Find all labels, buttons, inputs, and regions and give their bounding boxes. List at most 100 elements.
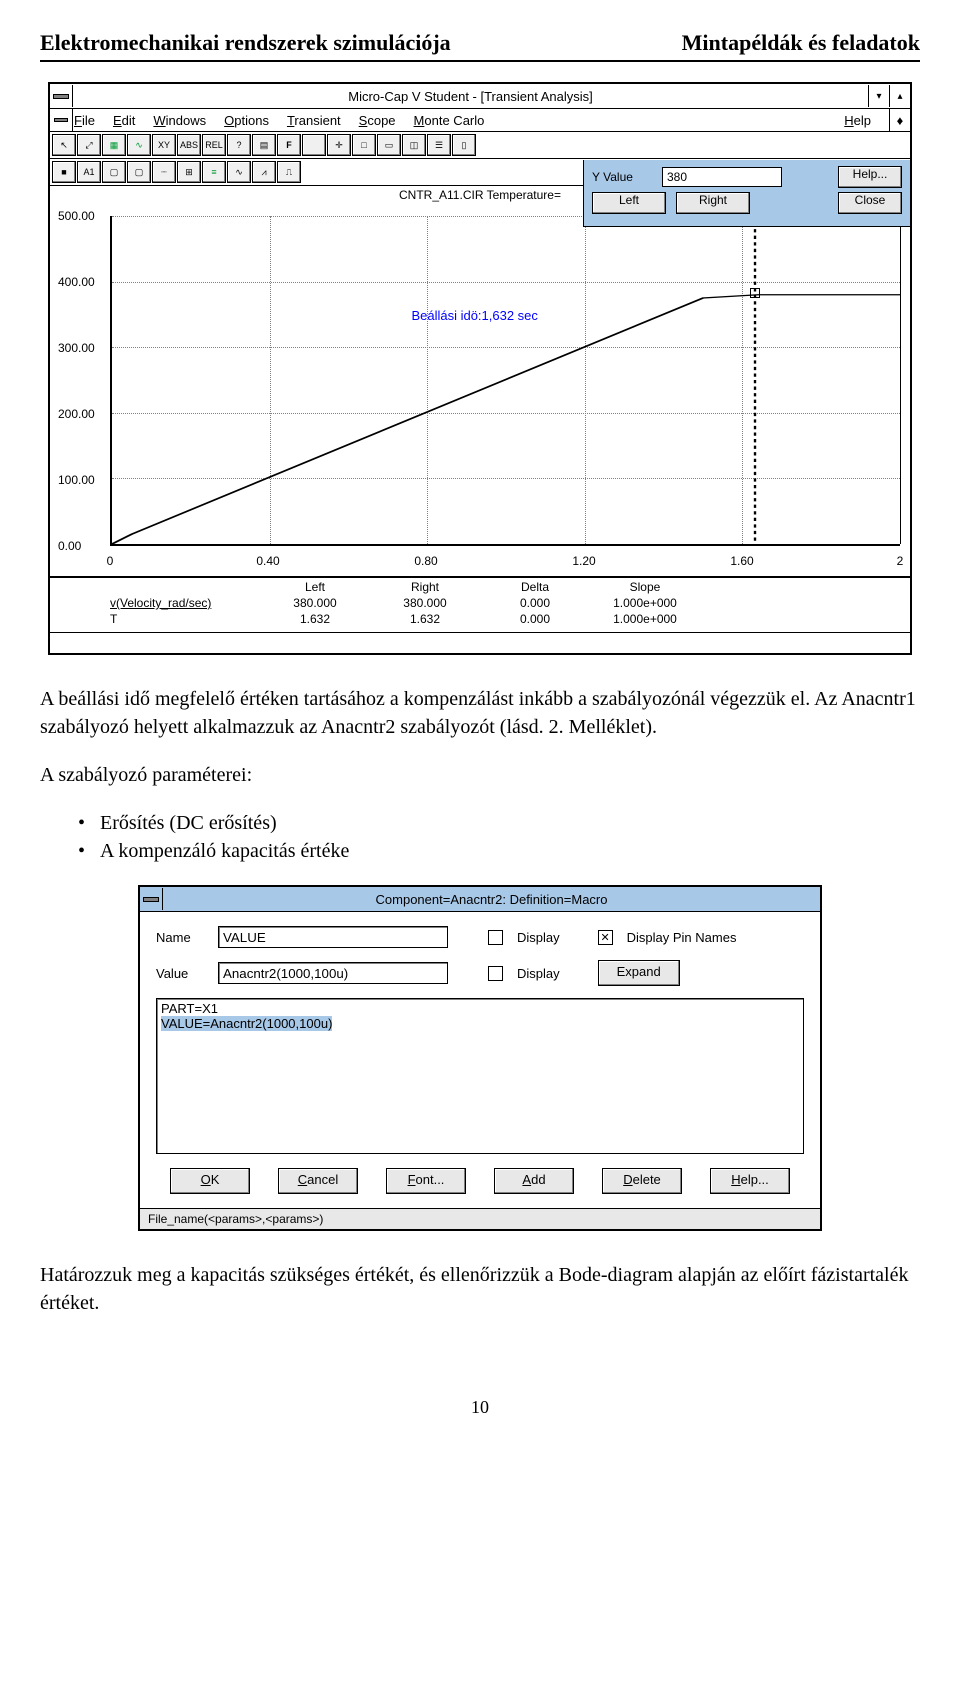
cursor-panel: Y Value Help... Left Right Close bbox=[583, 160, 910, 227]
x-tick-5: 2 bbox=[897, 554, 904, 568]
tool-stop-icon[interactable]: ■ bbox=[52, 161, 76, 183]
tool-wave-icon[interactable]: ∿ bbox=[127, 134, 151, 156]
yvalue-label: Y Value bbox=[592, 170, 652, 184]
name-input[interactable] bbox=[218, 926, 448, 948]
dialog-status-bar: File_name(<params>,<params>) bbox=[140, 1208, 820, 1229]
tool-blank1-icon[interactable] bbox=[302, 134, 326, 156]
display-checkbox-2[interactable] bbox=[488, 966, 503, 981]
tool-stack-icon[interactable]: ☰ bbox=[427, 134, 451, 156]
readout-empty bbox=[110, 580, 260, 594]
menu-options[interactable]: Options bbox=[224, 113, 269, 128]
tool-plot-icon[interactable]: ⊞ bbox=[177, 161, 201, 183]
paragraph-1: A beállási idő megfelelő értéken tartásá… bbox=[40, 685, 920, 741]
paragraph-2: A szabályozó paraméterei: bbox=[40, 761, 920, 789]
panel-close-button[interactable]: Close bbox=[838, 192, 902, 214]
dialog-title: Component=Anacntr2: Definition=Macro bbox=[163, 892, 820, 907]
page-header-right: Mintapéldák és feladatok bbox=[682, 30, 920, 56]
menu-file[interactable]: File bbox=[74, 113, 95, 128]
y-tick-0: 0.00 bbox=[58, 539, 81, 553]
parameter-list[interactable]: PART=X1 VALUE=Anacntr2(1000,100u) bbox=[156, 998, 804, 1154]
tool-f-icon[interactable]: F bbox=[277, 134, 301, 156]
readout-row2-right: 1.632 bbox=[370, 612, 480, 626]
paragraph-3: Határozzuk meg a kapacitás szükséges ért… bbox=[40, 1261, 920, 1317]
maximize-button[interactable]: ▴ bbox=[889, 85, 910, 107]
tool-abs-icon[interactable]: ABS bbox=[177, 134, 201, 156]
menu-edit[interactable]: Edit bbox=[113, 113, 135, 128]
tool-rect-icon[interactable]: □ bbox=[352, 134, 376, 156]
cursor-marker-icon bbox=[750, 288, 760, 298]
font-button[interactable]: Font... bbox=[386, 1168, 466, 1194]
tool-rel-icon[interactable]: REL bbox=[202, 134, 226, 156]
panel-help-button[interactable]: Help... bbox=[838, 166, 902, 188]
page-number: 10 bbox=[40, 1397, 920, 1418]
tool-overlay-icon[interactable]: ▭ bbox=[377, 134, 401, 156]
tool-bars-green-icon[interactable]: ≡ bbox=[202, 161, 226, 183]
tool-pointer-icon[interactable]: ↖ bbox=[52, 134, 76, 156]
page-header-left: Elektromechanikai rendszerek szimulációj… bbox=[40, 30, 451, 56]
tool-panel-icon[interactable]: ▯ bbox=[452, 134, 476, 156]
tool-ai-icon[interactable]: A1 bbox=[77, 161, 101, 183]
yvalue-input[interactable] bbox=[662, 167, 782, 187]
bullet-1: Erősítés (DC erősítés) bbox=[100, 809, 920, 837]
tool-split-icon[interactable]: ◫ bbox=[402, 134, 426, 156]
dialog-titlebar: Component=Anacntr2: Definition=Macro bbox=[140, 887, 820, 912]
readout-hd-delta: Delta bbox=[480, 580, 590, 594]
menu-scope[interactable]: Scope bbox=[359, 113, 396, 128]
tool-help-icon[interactable]: ? bbox=[227, 134, 251, 156]
x-tick-3: 1.20 bbox=[572, 554, 595, 568]
x-tick-1: 0.40 bbox=[256, 554, 279, 568]
tool-box2-icon[interactable]: ▢ bbox=[127, 161, 151, 183]
menu-bar: File Edit Windows Options Transient Scop… bbox=[50, 109, 910, 132]
tool-grid2-icon[interactable]: ▤ bbox=[252, 134, 276, 156]
display-checkbox-1[interactable] bbox=[488, 930, 503, 945]
tool-saw-icon[interactable]: ⩘ bbox=[252, 161, 276, 183]
transient-window: Micro-Cap V Student - [Transient Analysi… bbox=[48, 82, 912, 655]
tool-xy-icon[interactable]: XY bbox=[152, 134, 176, 156]
dialog-system-menu-icon[interactable] bbox=[140, 888, 163, 910]
x-tick-4: 1.60 bbox=[730, 554, 753, 568]
toolbar-row-1: ↖ ⤢ ▦ ∿ XY ABS REL ? ▤ F ✛ □ ▭ ◫ ☰ ▯ bbox=[50, 132, 910, 159]
display-pin-checkbox[interactable]: ✕ bbox=[598, 930, 613, 945]
readout-hd-slope: Slope bbox=[590, 580, 700, 594]
y-tick-300: 300.00 bbox=[58, 341, 95, 355]
value-input[interactable] bbox=[218, 962, 448, 984]
system-menu-icon[interactable] bbox=[50, 85, 73, 107]
add-button[interactable]: Add bbox=[494, 1168, 574, 1194]
tool-center-icon[interactable]: ✛ bbox=[327, 134, 351, 156]
tool-scale-icon[interactable]: ⤢ bbox=[77, 134, 101, 156]
dialog-help-button[interactable]: Help... bbox=[710, 1168, 790, 1194]
expand-button[interactable]: Expand bbox=[598, 960, 680, 986]
window-titlebar: Micro-Cap V Student - [Transient Analysi… bbox=[50, 84, 910, 109]
ok-button[interactable]: OK bbox=[170, 1168, 250, 1194]
menu-windows[interactable]: Windows bbox=[153, 113, 206, 128]
x-tick-2: 0.80 bbox=[414, 554, 437, 568]
tool-dash-icon[interactable]: ┈ bbox=[152, 161, 176, 183]
y-tick-400: 400.00 bbox=[58, 275, 95, 289]
doc-system-menu-icon[interactable] bbox=[50, 109, 73, 131]
panel-right-button[interactable]: Right bbox=[676, 192, 750, 214]
list-item-selected[interactable]: VALUE=Anacntr2(1000,100u) bbox=[161, 1016, 332, 1031]
readout-row2-label: T bbox=[110, 612, 260, 626]
x-tick-0: 0 bbox=[107, 554, 114, 568]
tool-pulse-icon[interactable]: ⎍ bbox=[277, 161, 301, 183]
delete-button[interactable]: Delete bbox=[602, 1168, 682, 1194]
readout-hd-right: Right bbox=[370, 580, 480, 594]
menu-montecarlo[interactable]: Monte Carlo bbox=[414, 113, 485, 128]
tool-box1-icon[interactable]: ▢ bbox=[102, 161, 126, 183]
display-label-2: Display bbox=[517, 966, 560, 981]
panel-left-button[interactable]: Left bbox=[592, 192, 666, 214]
tool-grid-icon[interactable]: ▦ bbox=[102, 134, 126, 156]
tool-sine-icon[interactable]: ∿ bbox=[227, 161, 251, 183]
chart-canvas: Beállási idö:1,632 sec bbox=[110, 216, 900, 546]
list-item[interactable]: PART=X1 bbox=[161, 1001, 799, 1016]
minimize-button[interactable]: ▾ bbox=[868, 85, 889, 107]
restore-button[interactable]: ♦ bbox=[889, 109, 910, 131]
dialog-button-row: OK Cancel Font... Add Delete Help... bbox=[140, 1154, 820, 1208]
cancel-button[interactable]: Cancel bbox=[278, 1168, 358, 1194]
readout-row1-slope: 1.000e+000 bbox=[590, 596, 700, 610]
readout-row1-delta: 0.000 bbox=[480, 596, 590, 610]
annotation-text: Beállási idö:1,632 sec bbox=[411, 308, 537, 323]
plot-area: CNTR_A11.CIR Temperature= Y Value Help..… bbox=[50, 186, 910, 577]
menu-transient[interactable]: Transient bbox=[287, 113, 341, 128]
menu-help[interactable]: Help bbox=[844, 113, 871, 128]
